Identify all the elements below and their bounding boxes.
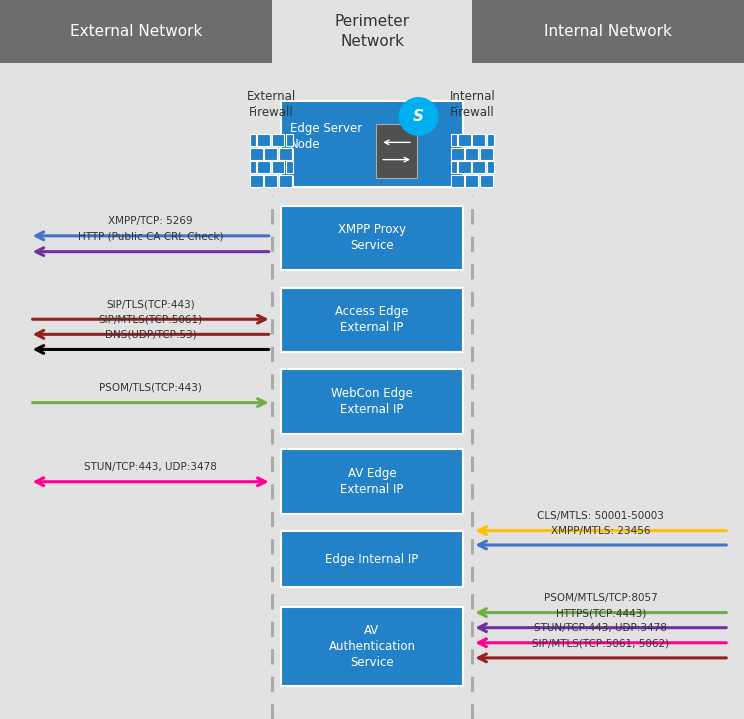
Text: PSOM/MTLS/TCP:8057: PSOM/MTLS/TCP:8057 (544, 593, 658, 603)
Bar (281, 369, 463, 434)
Text: S: S (413, 109, 424, 124)
Bar (451, 134, 457, 146)
Text: STUN/TCP:443, UDP:3478: STUN/TCP:443, UDP:3478 (534, 623, 667, 633)
Text: XMPP/TCP: 5269: XMPP/TCP: 5269 (109, 216, 193, 226)
Bar (257, 161, 270, 173)
Bar (487, 134, 494, 146)
Text: Perimeter
Network: Perimeter Network (335, 14, 409, 49)
Text: External
Firewall: External Firewall (247, 91, 296, 119)
Bar (487, 161, 494, 173)
Bar (472, 134, 485, 146)
Text: HTTP (Public CA CRL Check): HTTP (Public CA CRL Check) (78, 232, 223, 242)
Text: STUN/TCP:443, UDP:3478: STUN/TCP:443, UDP:3478 (84, 462, 217, 472)
Bar (272, 134, 284, 146)
Bar (272, 161, 284, 173)
Bar (451, 161, 457, 173)
Text: AV
Authentication
Service: AV Authentication Service (329, 624, 415, 669)
Text: Internal
Firewall: Internal Firewall (449, 91, 496, 119)
Bar (480, 175, 493, 186)
Bar (281, 288, 463, 352)
Text: Edge Server
Node: Edge Server Node (290, 122, 362, 151)
Bar (458, 134, 471, 146)
Bar (250, 175, 263, 186)
Bar (286, 134, 293, 146)
Text: WebCon Edge
External IP: WebCon Edge External IP (331, 387, 413, 416)
Bar (451, 147, 464, 160)
Bar (250, 134, 256, 146)
Bar (451, 175, 464, 186)
Text: SIP/MTLS(TCP:5061, 5062): SIP/MTLS(TCP:5061, 5062) (532, 638, 670, 649)
Bar (264, 175, 278, 186)
Bar (257, 134, 270, 146)
Text: CLS/MTLS: 50001-50003: CLS/MTLS: 50001-50003 (537, 511, 664, 521)
Text: Edge Internal IP: Edge Internal IP (325, 553, 419, 566)
Bar (472, 161, 485, 173)
Text: SIP/MTLS(TCP:5061): SIP/MTLS(TCP:5061) (99, 314, 202, 324)
Text: HTTPS(TCP:4443): HTTPS(TCP:4443) (556, 608, 646, 618)
Bar (250, 161, 256, 173)
Bar (279, 147, 292, 160)
Bar (281, 206, 463, 270)
Text: PSOM/TLS(TCP:443): PSOM/TLS(TCP:443) (99, 383, 202, 393)
Bar (0, 0, 272, 63)
Bar (281, 101, 463, 187)
Bar (279, 175, 292, 186)
Text: XMPP/MTLS: 23456: XMPP/MTLS: 23456 (551, 526, 650, 536)
Bar (281, 531, 463, 587)
Circle shape (400, 98, 437, 135)
Bar (250, 147, 263, 160)
Text: AV Edge
External IP: AV Edge External IP (340, 467, 404, 496)
Bar (286, 161, 293, 173)
Text: XMPP Proxy
Service: XMPP Proxy Service (338, 224, 406, 252)
Bar (480, 147, 493, 160)
Text: Internal Network: Internal Network (545, 24, 672, 39)
Text: Access Edge
External IP: Access Edge External IP (336, 306, 408, 334)
Bar (376, 124, 417, 178)
Text: DNS(UDP/TCP:53): DNS(UDP/TCP:53) (105, 329, 196, 339)
Text: External Network: External Network (70, 24, 202, 39)
Bar (465, 147, 478, 160)
Bar (264, 147, 278, 160)
Bar (472, 0, 744, 63)
Text: SIP/TLS(TCP:443): SIP/TLS(TCP:443) (106, 299, 195, 309)
Bar (281, 449, 463, 514)
Bar (458, 161, 471, 173)
Bar (281, 607, 463, 686)
Bar (465, 175, 478, 186)
